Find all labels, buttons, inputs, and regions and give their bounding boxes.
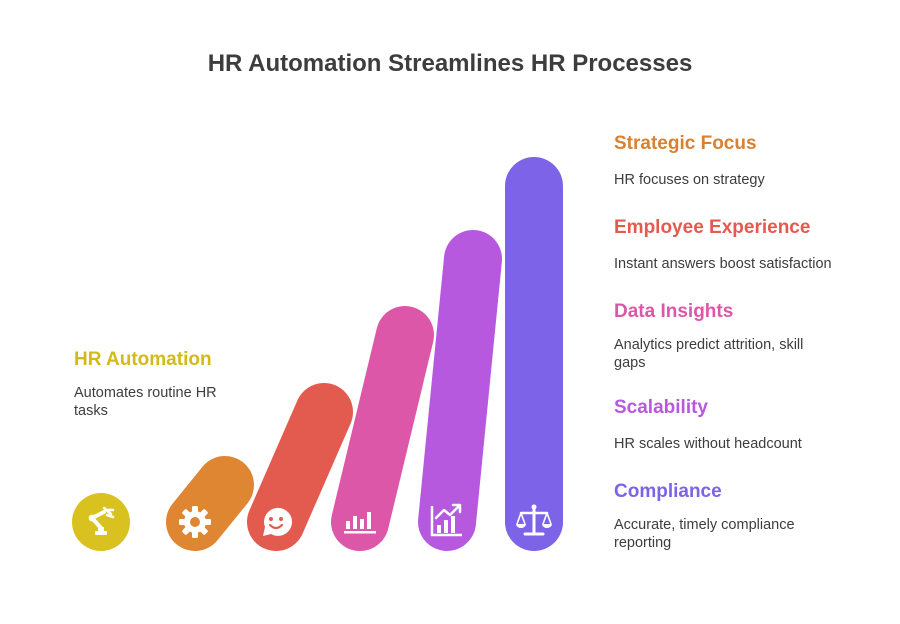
bar-data-insights (330, 306, 434, 552)
step-label-compliance: Compliance (614, 481, 722, 502)
step-label-scalability: Scalability (614, 397, 708, 418)
robot-arm-icon (88, 506, 115, 535)
bar-strategic-focus (166, 456, 254, 552)
step-label-strategic-focus: Strategic Focus (614, 133, 757, 154)
step-desc-compliance: Accurate, timely compliance reporting (614, 517, 795, 551)
step-desc-employee-experience: Instant answers boost satisfaction (614, 256, 832, 272)
smile-chat-icon (263, 507, 293, 536)
bar-hr-automation (72, 493, 130, 551)
step-desc-strategic-focus: HR focuses on strategy (614, 172, 765, 188)
step-label-hr-automation: HR Automation (74, 349, 212, 370)
step-desc-data-insights: Analytics predict attrition, skill gaps (614, 337, 804, 371)
balance-scale-icon (516, 504, 552, 536)
step-desc-scalability: HR scales without headcount (614, 436, 802, 452)
gear-icon (179, 506, 211, 538)
step-label-data-insights: Data Insights (614, 301, 734, 322)
bar-compliance (505, 157, 563, 551)
growth-chart-icon (430, 503, 462, 537)
step-label-employee-experience: Employee Experience (614, 217, 811, 238)
diagram-title: HR Automation Streamlines HR Processes (207, 50, 693, 77)
bar-chart-icon (344, 512, 376, 534)
step-desc-hr-automation: Automates routine HR tasks (74, 385, 217, 419)
bar-scalability (418, 230, 502, 551)
